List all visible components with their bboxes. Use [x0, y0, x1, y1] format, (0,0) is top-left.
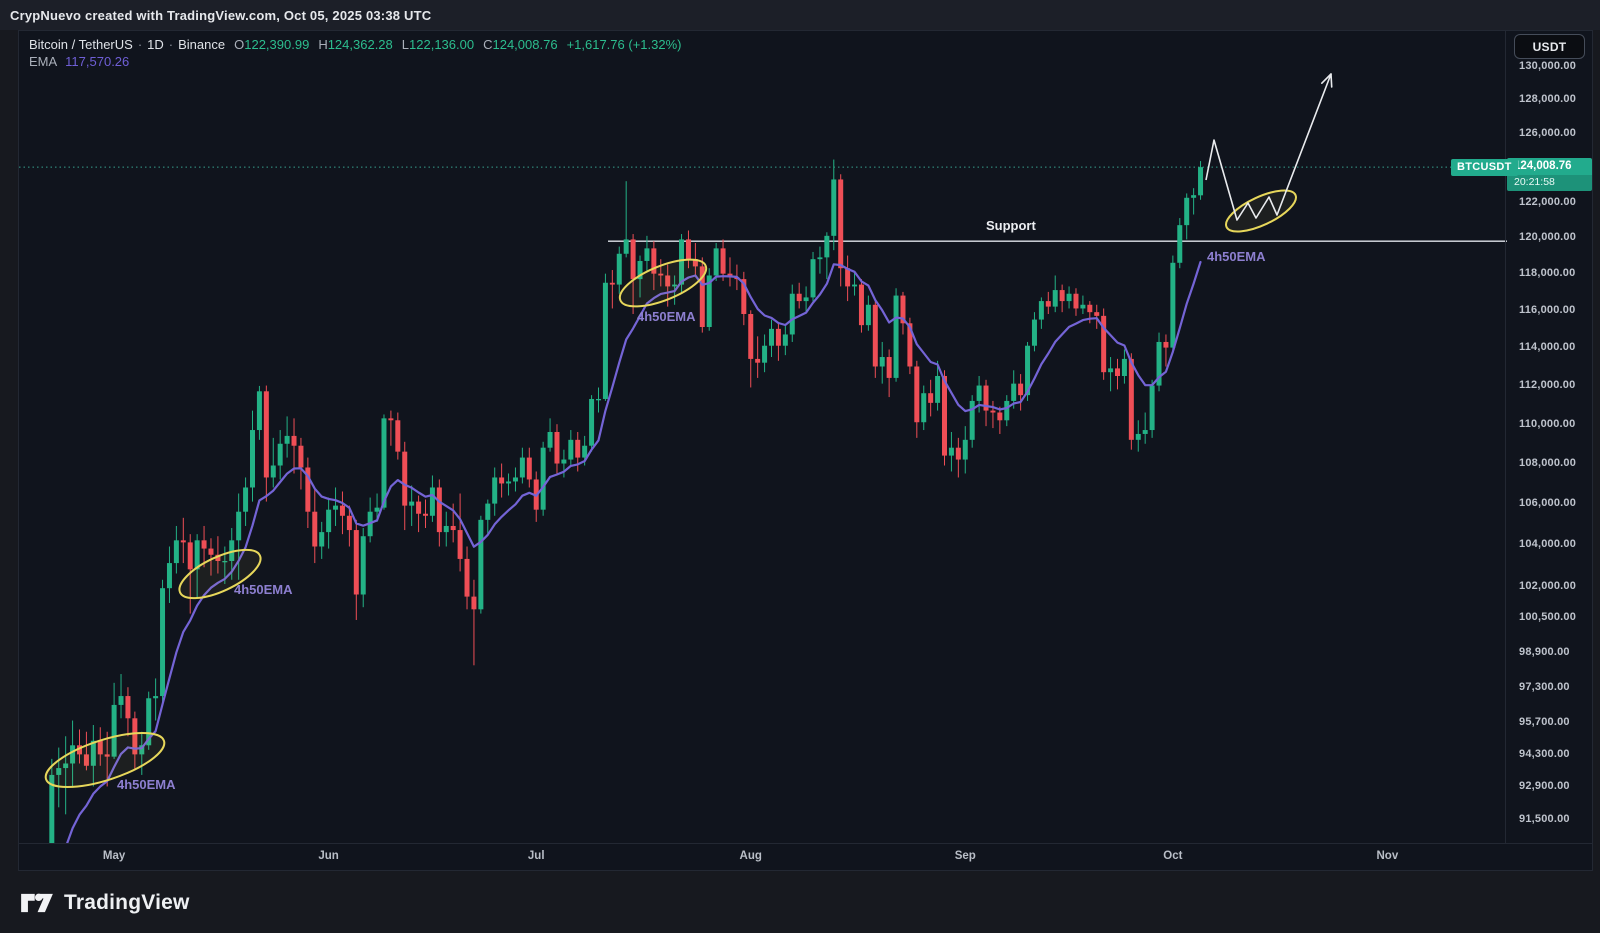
ema-annotation-label[interactable]: 4h50EMA — [1207, 249, 1266, 264]
attribution-text: CrypNuevo created with TradingView.com, … — [10, 7, 432, 23]
ema-annotation-label[interactable]: 4h50EMA — [234, 582, 293, 597]
price-tick-label: 116,000.00 — [1519, 303, 1576, 316]
legend-separator: · — [137, 37, 143, 52]
ellipse-annotation[interactable] — [614, 250, 712, 316]
price-tick-label: 118,000.00 — [1519, 267, 1576, 280]
projection-path-drawing[interactable] — [1205, 73, 1332, 221]
time-axis-month-label: Aug — [739, 850, 762, 862]
price-tick-label: 98,900.00 — [1519, 645, 1570, 658]
ellipse-annotation[interactable] — [40, 722, 170, 798]
price-tick-label: 102,000.00 — [1519, 579, 1577, 592]
time-axis-month-label: Jul — [527, 850, 545, 862]
footer-bar: TradingView — [0, 872, 1600, 933]
legend-symbol[interactable]: Bitcoin / TetherUS — [29, 37, 133, 52]
last-price-value: 124,008.76 — [1514, 160, 1572, 173]
price-tick-label: 108,000.00 — [1519, 457, 1577, 470]
legend-indicator-row[interactable]: EMA 117,570.26 — [29, 54, 681, 69]
legend-separator2: · — [168, 37, 174, 52]
time-axis-month-label: Nov — [1376, 850, 1399, 862]
time-axis-month-label: Oct — [1163, 850, 1183, 862]
legend-ohlc-key: C — [483, 37, 493, 52]
legend-symbol-row[interactable]: Bitcoin / TetherUS · 1D · Binance O122,390.99… — [29, 37, 681, 52]
price-chart-canvas[interactable] — [19, 31, 1594, 872]
chart-legend: Bitcoin / TetherUS · 1D · Binance O122,390.99… — [29, 37, 681, 69]
legend-ohlc-key: L — [401, 37, 410, 52]
legend-ohlc-key: O — [234, 37, 245, 52]
ema-line[interactable] — [45, 260, 1202, 872]
price-tick-label: 92,900.00 — [1519, 779, 1570, 792]
price-tick-label: 112,000.00 — [1519, 379, 1576, 392]
ema-indicator-value: 117,570.26 — [65, 54, 130, 69]
tradingview-brand-text[interactable]: TradingView — [64, 890, 190, 914]
price-tick-label: 122,000.00 — [1519, 195, 1577, 208]
ema-annotation-label[interactable]: 4h50EMA — [637, 309, 696, 324]
candle-countdown-timer: 20:21:58 — [1507, 175, 1592, 192]
price-tick-label: 110,000.00 — [1519, 417, 1576, 430]
last-price-axis-label: 124,008.76 20:21:58 — [1507, 158, 1592, 192]
time-axis[interactable]: May Jun Jul Aug Sep Oct Nov — [19, 843, 1592, 871]
currency-toggle-button[interactable]: USDT — [1514, 34, 1585, 59]
price-axis[interactable]: USDT 130,000.00 128,000.00 126,000.00 122,0… — [1505, 31, 1592, 843]
legend-ohlc-key: H — [318, 37, 328, 52]
support-annotation-label[interactable]: Support — [986, 218, 1036, 233]
chart-card: Bitcoin / TetherUS · 1D · Binance O122,390.99… — [18, 30, 1593, 871]
legend-exchange: Binance — [178, 37, 226, 52]
price-tick-label: 106,000.00 — [1519, 497, 1577, 510]
price-tick-label: 91,500.00 — [1519, 812, 1570, 825]
price-tick-label: 126,000.00 — [1519, 126, 1577, 139]
price-tick-label: 97,300.00 — [1519, 680, 1570, 693]
candles-series — [49, 159, 1204, 843]
ema-indicator-label[interactable]: EMA — [29, 54, 58, 69]
time-axis-month-label: May — [102, 850, 126, 862]
attribution-bar: CrypNuevo created with TradingView.com, … — [0, 0, 1600, 30]
legend-interval[interactable]: 1D — [147, 37, 164, 52]
legend-change: +1,617.76 (+1.32%) — [566, 37, 682, 52]
price-tick-label: 95,700.00 — [1519, 716, 1570, 729]
ema-annotation-label[interactable]: 4h50EMA — [117, 777, 176, 792]
price-tick-label: 114,000.00 — [1519, 341, 1576, 354]
tradingview-logo-icon[interactable] — [20, 889, 54, 917]
price-tick-label: 130,000.00 — [1519, 59, 1577, 72]
price-tick-label: 128,000.00 — [1519, 92, 1577, 105]
time-axis-month-label: Jun — [318, 850, 339, 862]
legend-ohlc-value: 122,390.99 — [244, 37, 310, 52]
symbol-price-badge: BTCUSDT — [1451, 158, 1518, 176]
legend-ohlc-value: 124,362.28 — [327, 37, 393, 52]
projection-arrowhead — [1330, 73, 1333, 88]
price-tick-label: 94,300.00 — [1519, 747, 1570, 760]
projection-arrowhead — [1321, 73, 1332, 84]
legend-ohlc-values: O122,390.99 H124,362.28 L122,136.00 C124,00… — [225, 37, 557, 52]
legend-ohlc-value: 122,136.00 — [409, 37, 475, 52]
ellipse-annotation[interactable] — [173, 540, 267, 608]
price-tick-label: 104,000.00 — [1519, 537, 1577, 550]
legend-ohlc-value: 124,008.76 — [492, 37, 558, 52]
price-tick-label: 120,000.00 — [1519, 231, 1577, 244]
price-tick-label: 100,500.00 — [1519, 611, 1577, 624]
time-axis-month-label: Sep — [954, 850, 976, 862]
